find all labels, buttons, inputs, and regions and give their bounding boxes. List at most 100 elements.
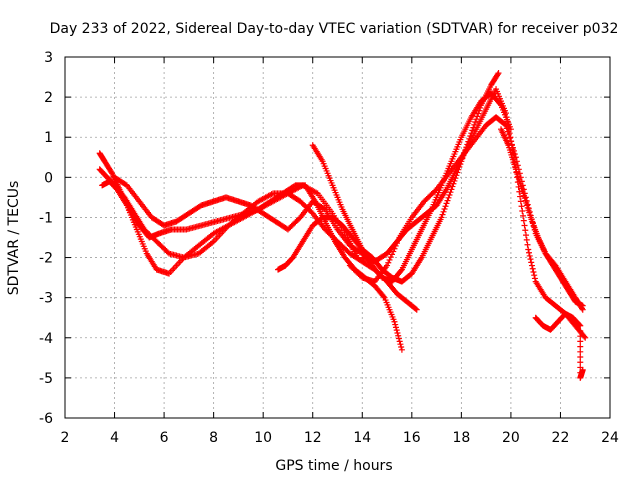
data-point [474,113,481,120]
data-point [508,138,515,145]
data-point [384,262,391,269]
data-point [412,305,419,312]
data-point [413,306,420,313]
data-point [522,227,529,234]
data-point [504,118,511,125]
data-point [524,241,531,248]
x-tick-label: 20 [502,430,520,446]
data-point [505,126,512,133]
y-axis-label: SDTVAR / TECUs [6,181,22,296]
data-point [528,259,535,266]
data-point [446,191,453,198]
data-point [509,146,516,153]
x-axis-label: GPS time / hours [275,458,392,474]
data-point [523,232,530,239]
data-point [507,134,514,141]
x-tick-label: 22 [552,430,570,446]
x-tick-label: 8 [209,430,218,446]
x-tick-label: 2 [61,430,70,446]
y-tick-label: 2 [44,90,53,106]
data-point [389,251,395,258]
x-tick-label: 12 [304,430,322,446]
x-tick-label: 14 [353,430,371,446]
data-point [521,222,528,229]
series-track-4 [111,174,378,265]
data-point [398,344,405,351]
data-point [577,343,584,350]
data-point [392,324,399,331]
data-point [386,256,393,263]
data-point [527,256,534,263]
data-point [385,259,392,266]
data-point [577,322,584,329]
data-point [394,329,401,336]
data-point [528,262,535,269]
x-tick-label: 24 [601,430,619,446]
data-point [440,208,447,215]
data-point [505,122,512,129]
data-point [397,341,404,348]
data-point [582,334,589,341]
data-point [579,302,586,309]
data-point [530,268,537,275]
data-point [516,188,523,195]
data-point [520,212,527,219]
data-point [380,293,387,300]
data-point [391,318,398,325]
data-point [577,333,584,340]
y-tick-label: -6 [39,411,53,427]
y-tick-label: 0 [44,170,53,186]
data-point [443,200,450,207]
data-point [531,275,538,282]
data-point [495,70,502,77]
y-tick-label: 3 [44,50,53,66]
chart-title: Day 233 of 2022, Sidereal Day-to-day VTE… [50,21,619,37]
data-point [438,214,445,221]
series-track-10 [532,310,586,381]
data-point [447,189,454,196]
data-point [577,338,584,345]
data-point [397,267,404,274]
y-tick-label: 1 [44,130,53,146]
data-point [503,114,510,121]
data-point [529,265,536,272]
series-track-6 [309,90,514,285]
data-point [501,121,508,128]
data-point [444,197,451,204]
data-point [494,71,501,78]
data-point [531,272,538,279]
data-point [577,359,584,366]
series-track-9 [498,126,586,309]
data-point [396,338,403,345]
data-point [502,110,509,117]
data-point [525,246,532,253]
data-point [526,252,533,259]
x-tick-label: 10 [254,430,272,446]
data-point [449,183,456,190]
data-point [520,217,527,224]
data-point [395,332,402,339]
y-tick-label: -3 [39,291,53,307]
x-tick-label: 18 [452,430,470,446]
data-point [577,354,584,361]
y-tick-label: -4 [39,331,53,347]
data-point [518,203,525,210]
x-tick-label: 6 [160,430,169,446]
x-tick-label: 4 [110,430,119,446]
data-point [579,366,586,373]
series-track-3 [99,178,361,277]
data-point [577,348,584,355]
plot-frame [64,56,611,419]
data-point [393,327,400,334]
data-points-layer [96,70,589,381]
y-tick-label: -2 [39,251,53,267]
data-point [576,321,583,328]
data-point [392,321,399,328]
data-point [517,193,524,200]
data-point [387,254,394,261]
data-point [506,130,513,137]
data-point [439,211,446,218]
data-point [398,346,405,353]
